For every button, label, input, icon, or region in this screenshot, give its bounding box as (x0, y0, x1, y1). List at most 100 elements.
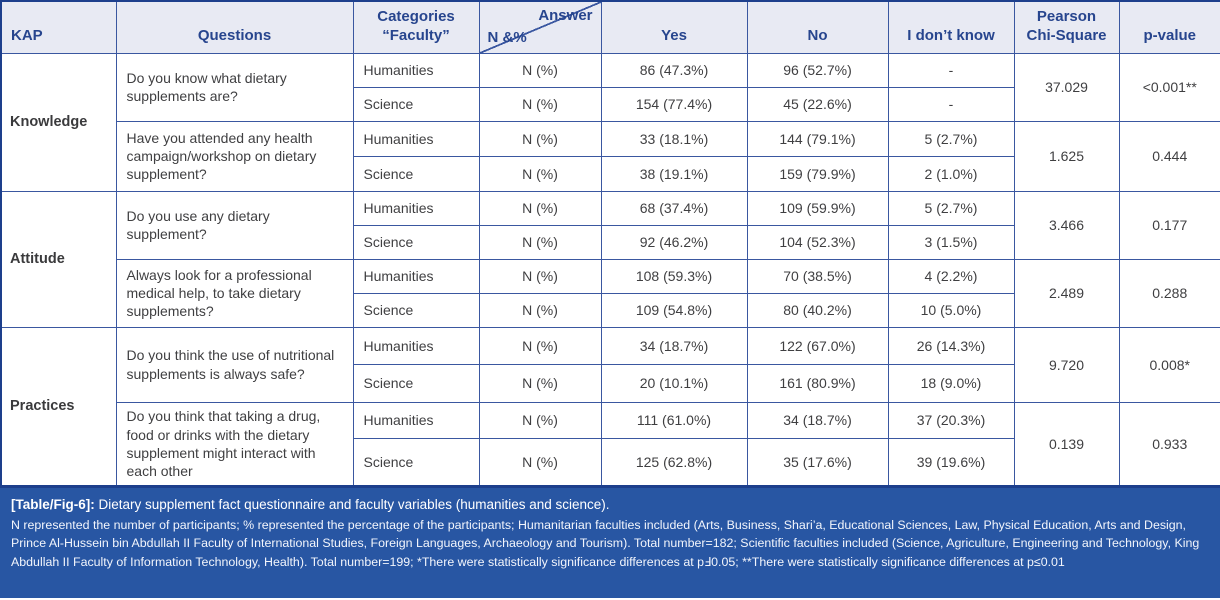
faculty-category-cell: Humanities (352, 190, 480, 226)
yes-value-cell: 108 (59.3%) (600, 258, 748, 294)
faculty-category-cell: Humanities (352, 120, 480, 157)
faculty-category-cell: Science (352, 363, 480, 403)
p-value-cell: 0.177 (1118, 190, 1220, 260)
yes-value-cell: 125 (62.8%) (600, 437, 748, 487)
table-row: Have you attended any health campaign/wo… (1, 120, 1220, 192)
idk-value-cell: 26 (14.3%) (887, 326, 1015, 365)
yes-value-cell: 111 (61.0%) (600, 401, 748, 439)
table-row: Science N (%) 154 (77.4%) 45 (22.6%) - (1, 86, 1220, 122)
yes-value-cell: 109 (54.8%) (600, 292, 748, 328)
table-row: Knowledge Do you know what dietary suppl… (0, 52, 1220, 192)
diagonal-divider-line (480, 2, 600, 52)
yes-value-cell: 92 (46.2%) (600, 224, 748, 260)
table-row: Attitude Do you use any dietary suppleme… (0, 190, 1220, 328)
no-value-cell: 161 (80.9%) (746, 363, 889, 403)
no-value-cell: 80 (40.2%) (746, 292, 889, 328)
question-cell: Do you think that taking a drug, food or… (115, 401, 354, 487)
header-answer-n-pct: Answer N &% (478, 0, 602, 54)
faculty-category-cell: Science (352, 86, 480, 122)
no-value-cell: 35 (17.6%) (746, 437, 889, 487)
no-value-cell: 109 (59.9%) (746, 190, 889, 226)
table-row: Science N (%) 125 (62.8%) 35 (17.6%) 39 … (1, 437, 1220, 487)
p-value-cell: 0.008* (1118, 326, 1220, 403)
faculty-category-cell: Science (352, 155, 480, 192)
no-value-cell: 45 (22.6%) (746, 86, 889, 122)
chi-square-cell: 3.466 (1013, 190, 1120, 260)
faculty-category-cell: Humanities (352, 258, 480, 294)
yes-value-cell: 20 (10.1%) (600, 363, 748, 403)
yes-value-cell: 154 (77.4%) (600, 86, 748, 122)
kap-group-cell-practices: Practices (0, 326, 117, 487)
figure-footer: [Table/Fig-6]: Dietary supplement fact q… (0, 487, 1220, 598)
n-pct-cell: N (%) (478, 401, 602, 439)
yes-value-cell: 38 (19.1%) (600, 155, 748, 192)
n-pct-cell: N (%) (478, 86, 602, 122)
faculty-category-cell: Science (352, 224, 480, 260)
n-pct-cell: N (%) (478, 155, 602, 192)
question-cell: Do you know what dietary supplements are… (115, 52, 354, 122)
kap-group-cell-attitude: Attitude (0, 190, 117, 328)
table-row: Practices Do you think the use of nutrit… (0, 326, 1220, 487)
faculty-category-cell: Science (352, 292, 480, 328)
header-categories-faculty: Categories “Faculty” (352, 0, 480, 54)
header-questions: Questions (115, 0, 354, 54)
p-value-cell: 0.288 (1118, 258, 1220, 328)
header-n-pct-label: N &% (487, 28, 527, 46)
chi-square-cell: 2.489 (1013, 258, 1120, 328)
n-pct-cell: N (%) (478, 292, 602, 328)
n-pct-cell: N (%) (478, 258, 602, 294)
yes-value-cell: 86 (47.3%) (600, 52, 748, 88)
faculty-category-cell: Humanities (352, 326, 480, 365)
no-value-cell: 159 (79.9%) (746, 155, 889, 192)
yes-value-cell: 33 (18.1%) (600, 120, 748, 157)
idk-value-cell: 3 (1.5%) (887, 224, 1015, 260)
chi-square-cell: 9.720 (1013, 326, 1120, 403)
table-row: Do you think that taking a drug, food or… (1, 401, 1220, 487)
idk-value-cell: - (887, 86, 1015, 122)
no-value-cell: 144 (79.1%) (746, 120, 889, 157)
kap-group-cell-knowledge: Knowledge (0, 52, 117, 192)
n-pct-cell: N (%) (478, 120, 602, 157)
idk-value-cell: 5 (2.7%) (887, 190, 1015, 226)
header-answer-label: Answer (538, 7, 593, 24)
p-value-cell: 0.444 (1118, 120, 1220, 192)
header-i-dont-know: I don’t know (887, 0, 1015, 54)
no-value-cell: 96 (52.7%) (746, 52, 889, 88)
figure-caption: [Table/Fig-6]: Dietary supplement fact q… (11, 495, 1209, 515)
header-yes: Yes (600, 0, 748, 54)
no-value-cell: 34 (18.7%) (746, 401, 889, 439)
chi-square-cell: 0.139 (1013, 401, 1120, 487)
figure-footnote: N represented the number of participants… (11, 517, 1200, 570)
idk-value-cell: - (887, 52, 1015, 88)
p-value-cell: 0.933 (1118, 401, 1220, 487)
table-row: Always look for a professional medical h… (1, 258, 1220, 328)
yes-value-cell: 34 (18.7%) (600, 326, 748, 365)
table-row: Science N (%) 20 (10.1%) 161 (80.9%) 18 … (1, 363, 1220, 403)
yes-value-cell: 68 (37.4%) (600, 190, 748, 226)
question-cell: Do you use any dietary supplement? (115, 190, 354, 260)
no-value-cell: 70 (38.5%) (746, 258, 889, 294)
caption-label: [Table/Fig-6]: (11, 497, 95, 512)
table-header-row: KAP Questions Categories “Faculty” Answe… (0, 0, 1220, 54)
n-pct-cell: N (%) (478, 52, 602, 88)
header-p-value: p-value (1118, 0, 1220, 54)
n-pct-cell: N (%) (478, 224, 602, 260)
no-value-cell: 104 (52.3%) (746, 224, 889, 260)
n-pct-cell: N (%) (478, 437, 602, 487)
idk-value-cell: 37 (20.3%) (887, 401, 1015, 439)
header-no: No (746, 0, 889, 54)
n-pct-cell: N (%) (478, 190, 602, 226)
question-cell: Always look for a professional medical h… (115, 258, 354, 328)
faculty-category-cell: Humanities (352, 52, 480, 88)
idk-value-cell: 18 (9.0%) (887, 363, 1015, 403)
caption-text: Dietary supplement fact questionnaire an… (94, 497, 610, 512)
n-pct-cell: N (%) (478, 326, 602, 365)
p-value-cell: <0.001** (1118, 52, 1220, 122)
idk-value-cell: 10 (5.0%) (887, 292, 1015, 328)
question-cell: Do you think the use of nutritional supp… (115, 326, 354, 403)
idk-value-cell: 4 (2.2%) (887, 258, 1015, 294)
idk-value-cell: 2 (1.0%) (887, 155, 1015, 192)
chi-square-cell: 1.625 (1013, 120, 1120, 192)
idk-value-cell: 5 (2.7%) (887, 120, 1015, 157)
